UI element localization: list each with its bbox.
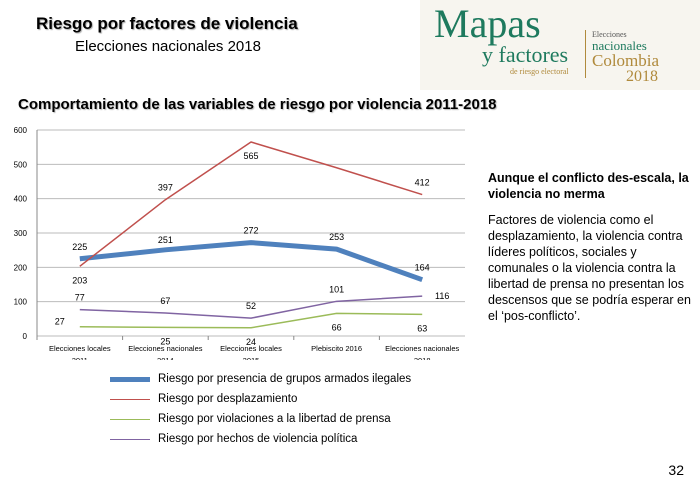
logo-text: y factores [482, 42, 569, 67]
legend-swatch [110, 438, 150, 440]
data-label: 565 [243, 151, 258, 161]
legend-label: Riesgo por violaciones a la libertad de … [158, 413, 391, 425]
x-tick-label: Elecciones locales [220, 344, 282, 353]
legend-label: Riesgo por presencia de grupos armados i… [158, 373, 412, 385]
slide-title: Riesgo por factores de violencia [36, 14, 298, 33]
data-label: 25 [160, 336, 170, 346]
x-tick-label: 2011 [72, 356, 88, 360]
logo-text: de riesgo electoral [510, 67, 569, 76]
x-tick-label: 2018 [414, 356, 431, 360]
line-chart: 0 100 200 300 400 500 600 Elecciones locales 201… [14, 126, 465, 360]
data-label: 63 [417, 323, 427, 333]
data-label: 52 [246, 301, 256, 311]
data-label: 27 [55, 317, 65, 327]
data-label: 251 [158, 235, 173, 245]
y-tick-label: 200 [14, 263, 28, 272]
y-tick-label: 0 [23, 332, 28, 341]
x-tick-label: 2014 [157, 356, 174, 360]
y-tick-label: 500 [14, 160, 28, 169]
y-tick-label: 300 [14, 229, 28, 238]
data-label: 203 [72, 275, 87, 285]
y-tick-label: 600 [14, 126, 28, 135]
data-label: 253 [329, 232, 344, 242]
data-label: 225 [72, 242, 87, 252]
data-label: 116 [435, 291, 449, 301]
chart-title: Comportamiento de las variables de riesg… [18, 96, 497, 113]
data-label: 66 [332, 322, 342, 332]
data-label: 272 [243, 226, 258, 236]
data-label: 67 [160, 296, 170, 306]
logo-text: Colombia [592, 51, 660, 70]
legend-item: Riesgo por presencia de grupos armados i… [110, 373, 411, 385]
y-tick-label: 400 [14, 195, 28, 204]
series-line [79, 312, 423, 329]
y-tick-label: 100 [14, 298, 28, 307]
side-heading: Aunque el conflicto des-escala, la viole… [488, 171, 689, 201]
legend-item: Riesgo por hechos de violencia política [110, 433, 357, 445]
legend-swatch [110, 376, 150, 382]
data-label: 397 [158, 183, 173, 193]
series-line [79, 295, 423, 319]
legend-item: Riesgo por desplazamiento [110, 393, 297, 405]
logo-text: Mapas [434, 1, 541, 46]
legend-swatch [110, 398, 150, 400]
side-body: Factores de violencia como el desplazami… [488, 213, 691, 323]
x-tick-label: Elecciones nacionales [128, 344, 202, 353]
legend-swatch [110, 418, 150, 420]
x-tick-label: 2015 [243, 356, 260, 360]
legend-label: Riesgo por hechos de violencia política [158, 433, 358, 445]
legend-item: Riesgo por violaciones a la libertad de … [110, 413, 391, 425]
x-tick-label: Elecciones nacionales [385, 344, 459, 353]
logo-text: nacionales [592, 38, 647, 53]
series-line [79, 240, 424, 283]
logo-text: 2018 [626, 68, 658, 85]
logo-text: Elecciones [592, 30, 627, 39]
logo: Mapas y factores de riesgo electoral Ele… [420, 0, 700, 90]
data-label: 77 [75, 293, 85, 303]
slide-subtitle: Elecciones nacionales 2018 [75, 38, 261, 55]
x-tick-label: Plebiscito 2016 [311, 344, 362, 353]
legend-label: Riesgo por desplazamiento [158, 393, 298, 405]
data-label: 412 [415, 178, 430, 188]
data-label: 101 [329, 284, 344, 294]
page-number: 32 [668, 462, 684, 478]
series-line [79, 141, 423, 267]
data-label: 24 [246, 337, 256, 347]
data-label: 164 [415, 263, 430, 273]
logo-divider [585, 30, 586, 78]
x-tick-label: Elecciones locales [49, 344, 111, 353]
